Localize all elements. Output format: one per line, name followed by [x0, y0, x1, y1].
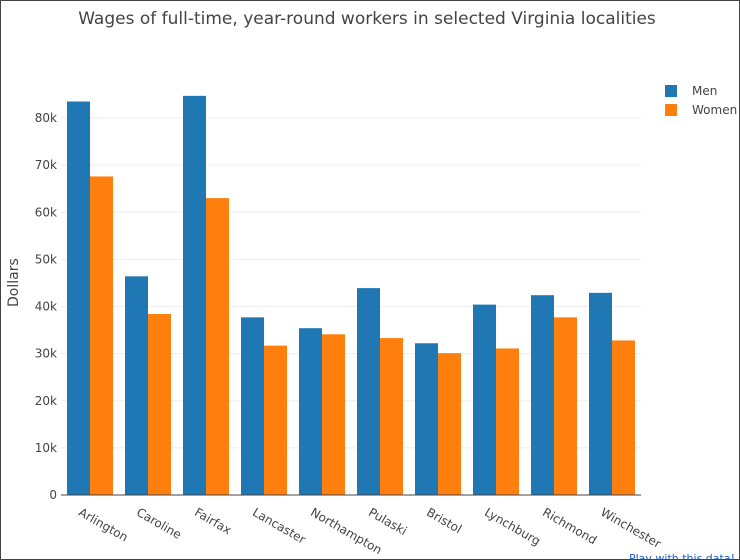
y-axis-ticks: 0 10k 20k 30k 40k 50k 60k 70k 80k: [35, 111, 57, 502]
bar-women-caroline[interactable]: [148, 314, 171, 495]
bar-women-arlington[interactable]: [90, 176, 113, 495]
legend-swatch-men: [665, 84, 677, 97]
bar-women-fairfax[interactable]: [206, 198, 229, 496]
bar-women-pulaski[interactable]: [380, 338, 403, 495]
y-tick-label: 10k: [35, 441, 57, 455]
bar-women-lynchburg[interactable]: [496, 348, 519, 495]
x-tick-label: Arlington: [76, 505, 130, 544]
x-tick-label: Lynchburg: [482, 505, 543, 548]
bars: [67, 95, 635, 496]
bar-women-winchester[interactable]: [612, 340, 635, 495]
bar-men-lynchburg[interactable]: [473, 304, 496, 495]
y-tick-label: 70k: [35, 158, 57, 172]
x-axis-ticks: Arlington Caroline Fairfax Lancaster Northam…: [76, 505, 663, 557]
legend: Men Women: [665, 81, 737, 119]
bar-men-pulaski[interactable]: [357, 288, 380, 495]
y-tick-label: 80k: [35, 111, 57, 125]
bar-men-arlington[interactable]: [67, 101, 90, 495]
bar-men-caroline[interactable]: [125, 276, 148, 495]
play-with-data-link[interactable]: Play with this data!: [628, 552, 735, 560]
legend-swatch-women: [665, 103, 677, 116]
bar-women-lancaster[interactable]: [264, 345, 287, 495]
x-tick-label: Caroline: [134, 505, 184, 542]
bar-men-richmond[interactable]: [531, 295, 554, 495]
bar-men-winchester[interactable]: [589, 292, 612, 495]
x-tick-label: Fairfax: [192, 505, 234, 537]
y-tick-label: 50k: [35, 252, 57, 266]
legend-item-women[interactable]: Women: [665, 100, 737, 119]
bar-women-bristol[interactable]: [438, 353, 461, 495]
bar-men-fairfax[interactable]: [183, 95, 206, 495]
x-tick-label: Winchester: [598, 505, 663, 551]
x-tick-label: Richmond: [540, 505, 599, 547]
legend-label-women: Women: [692, 102, 738, 117]
bar-women-northampton[interactable]: [322, 334, 345, 495]
bar-men-northampton[interactable]: [299, 328, 322, 495]
chart-title: Wages of full-time, year-round workers i…: [78, 9, 656, 29]
y-tick-label: 60k: [35, 205, 57, 219]
y-tick-label: 30k: [35, 347, 57, 361]
bar-women-richmond[interactable]: [554, 317, 577, 495]
bar-men-lancaster[interactable]: [241, 317, 264, 495]
y-tick-label: 40k: [35, 300, 57, 314]
bar-men-bristol[interactable]: [415, 343, 438, 495]
x-tick-label: Bristol: [424, 505, 464, 536]
x-tick-label: Lancaster: [250, 505, 308, 547]
y-tick-label: 20k: [35, 394, 57, 408]
y-tick-label: 0: [49, 488, 57, 502]
legend-label-men: Men: [692, 83, 718, 98]
legend-item-men[interactable]: Men: [665, 81, 737, 100]
x-tick-label: Pulaski: [366, 505, 409, 538]
